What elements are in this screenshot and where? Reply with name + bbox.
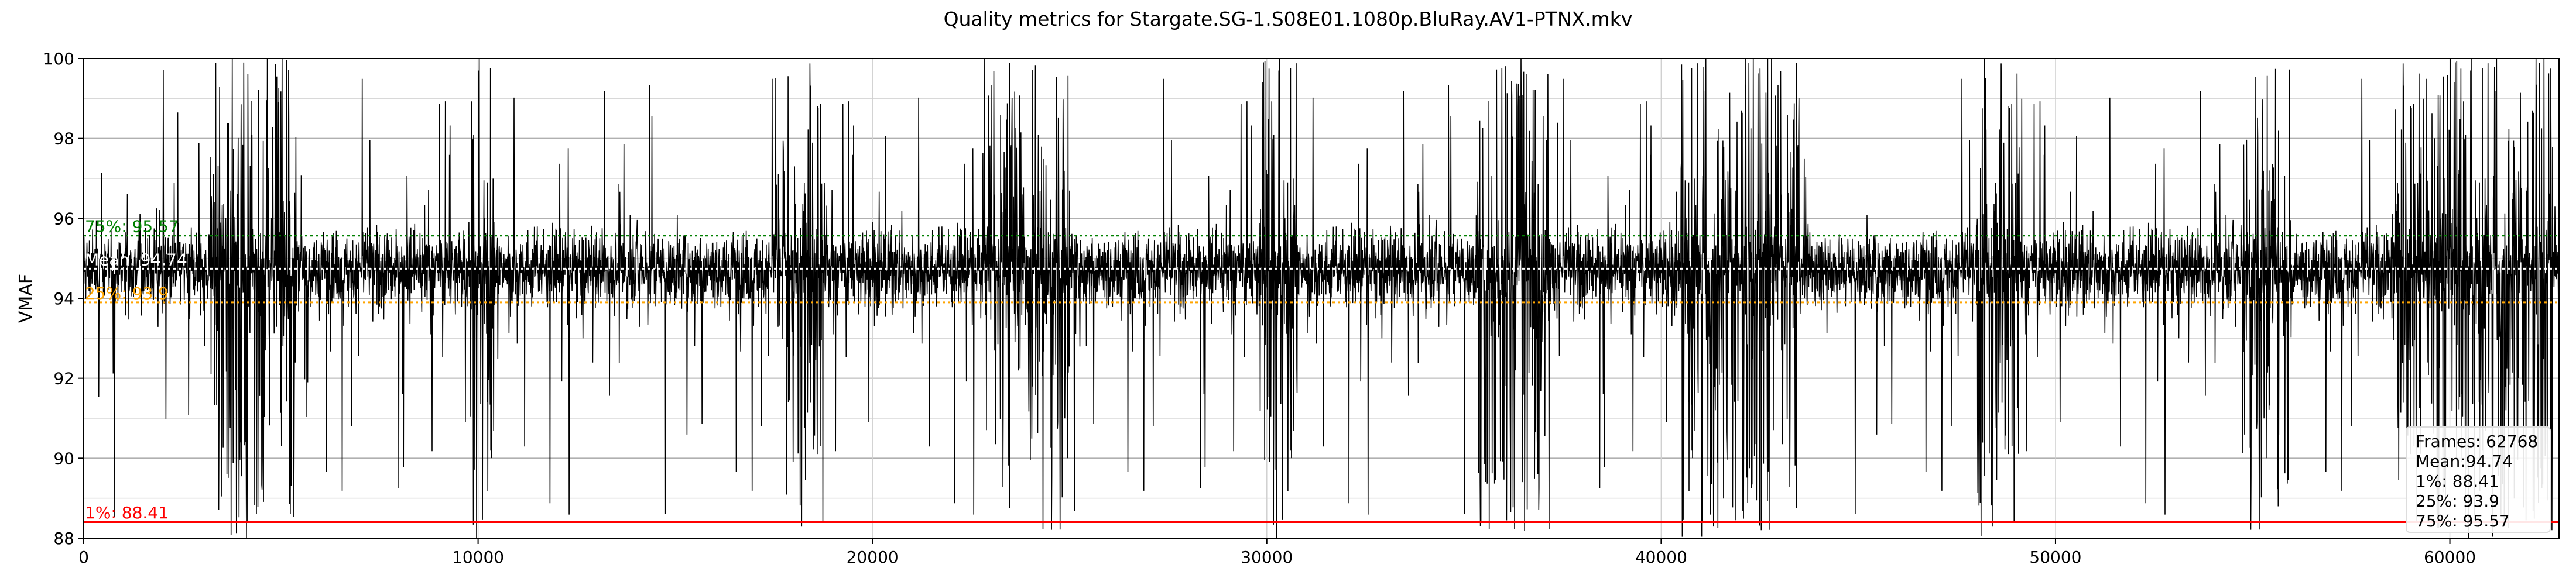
y-axis-label: VMAF: [16, 274, 36, 323]
tick-layer: 0 10000 20000 30000 40000 50000 60000 88 90 92 94 9…: [43, 49, 2476, 567]
series-vmaf-line: [84, 58, 2559, 538]
x-tick-label: 10000: [452, 548, 504, 567]
stats-line: Mean:94.74: [2416, 452, 2513, 471]
y-tick-label: 96: [53, 209, 74, 228]
ref-line-label: 75%: 95.57: [85, 217, 179, 236]
ref-line-label: Mean: 94.74: [85, 250, 187, 269]
y-tick-label: 100: [43, 49, 74, 68]
y-tick-label: 92: [53, 369, 74, 388]
y-tick-label: 94: [53, 289, 74, 308]
chart-title: Quality metrics for Stargate.SG-1.S08E01…: [944, 8, 1633, 30]
x-tick-label: 20000: [847, 548, 899, 567]
stats-line: Frames: 62768: [2416, 432, 2538, 451]
stats-line: 25%: 93.9: [2416, 491, 2499, 511]
series-layer: [84, 58, 2559, 538]
x-tick-label: 50000: [2029, 548, 2081, 567]
x-tick-label: 40000: [1635, 548, 1687, 567]
ref-line-label: 25%: 93.9: [85, 284, 169, 303]
x-tick-label: 60000: [2424, 548, 2476, 567]
ref-line-label: 1%: 88.41: [85, 503, 169, 522]
x-tick-label: 0: [78, 548, 89, 567]
y-tick-label: 98: [53, 129, 74, 149]
x-tick-label: 30000: [1241, 548, 1293, 567]
y-tick-label: 90: [53, 449, 74, 468]
y-tick-label: 88: [53, 529, 74, 548]
stats-line: 1%: 88.41: [2416, 472, 2499, 491]
stats-line: 75%: 95.57: [2416, 511, 2510, 531]
stats-box-frame: [2406, 426, 2551, 533]
